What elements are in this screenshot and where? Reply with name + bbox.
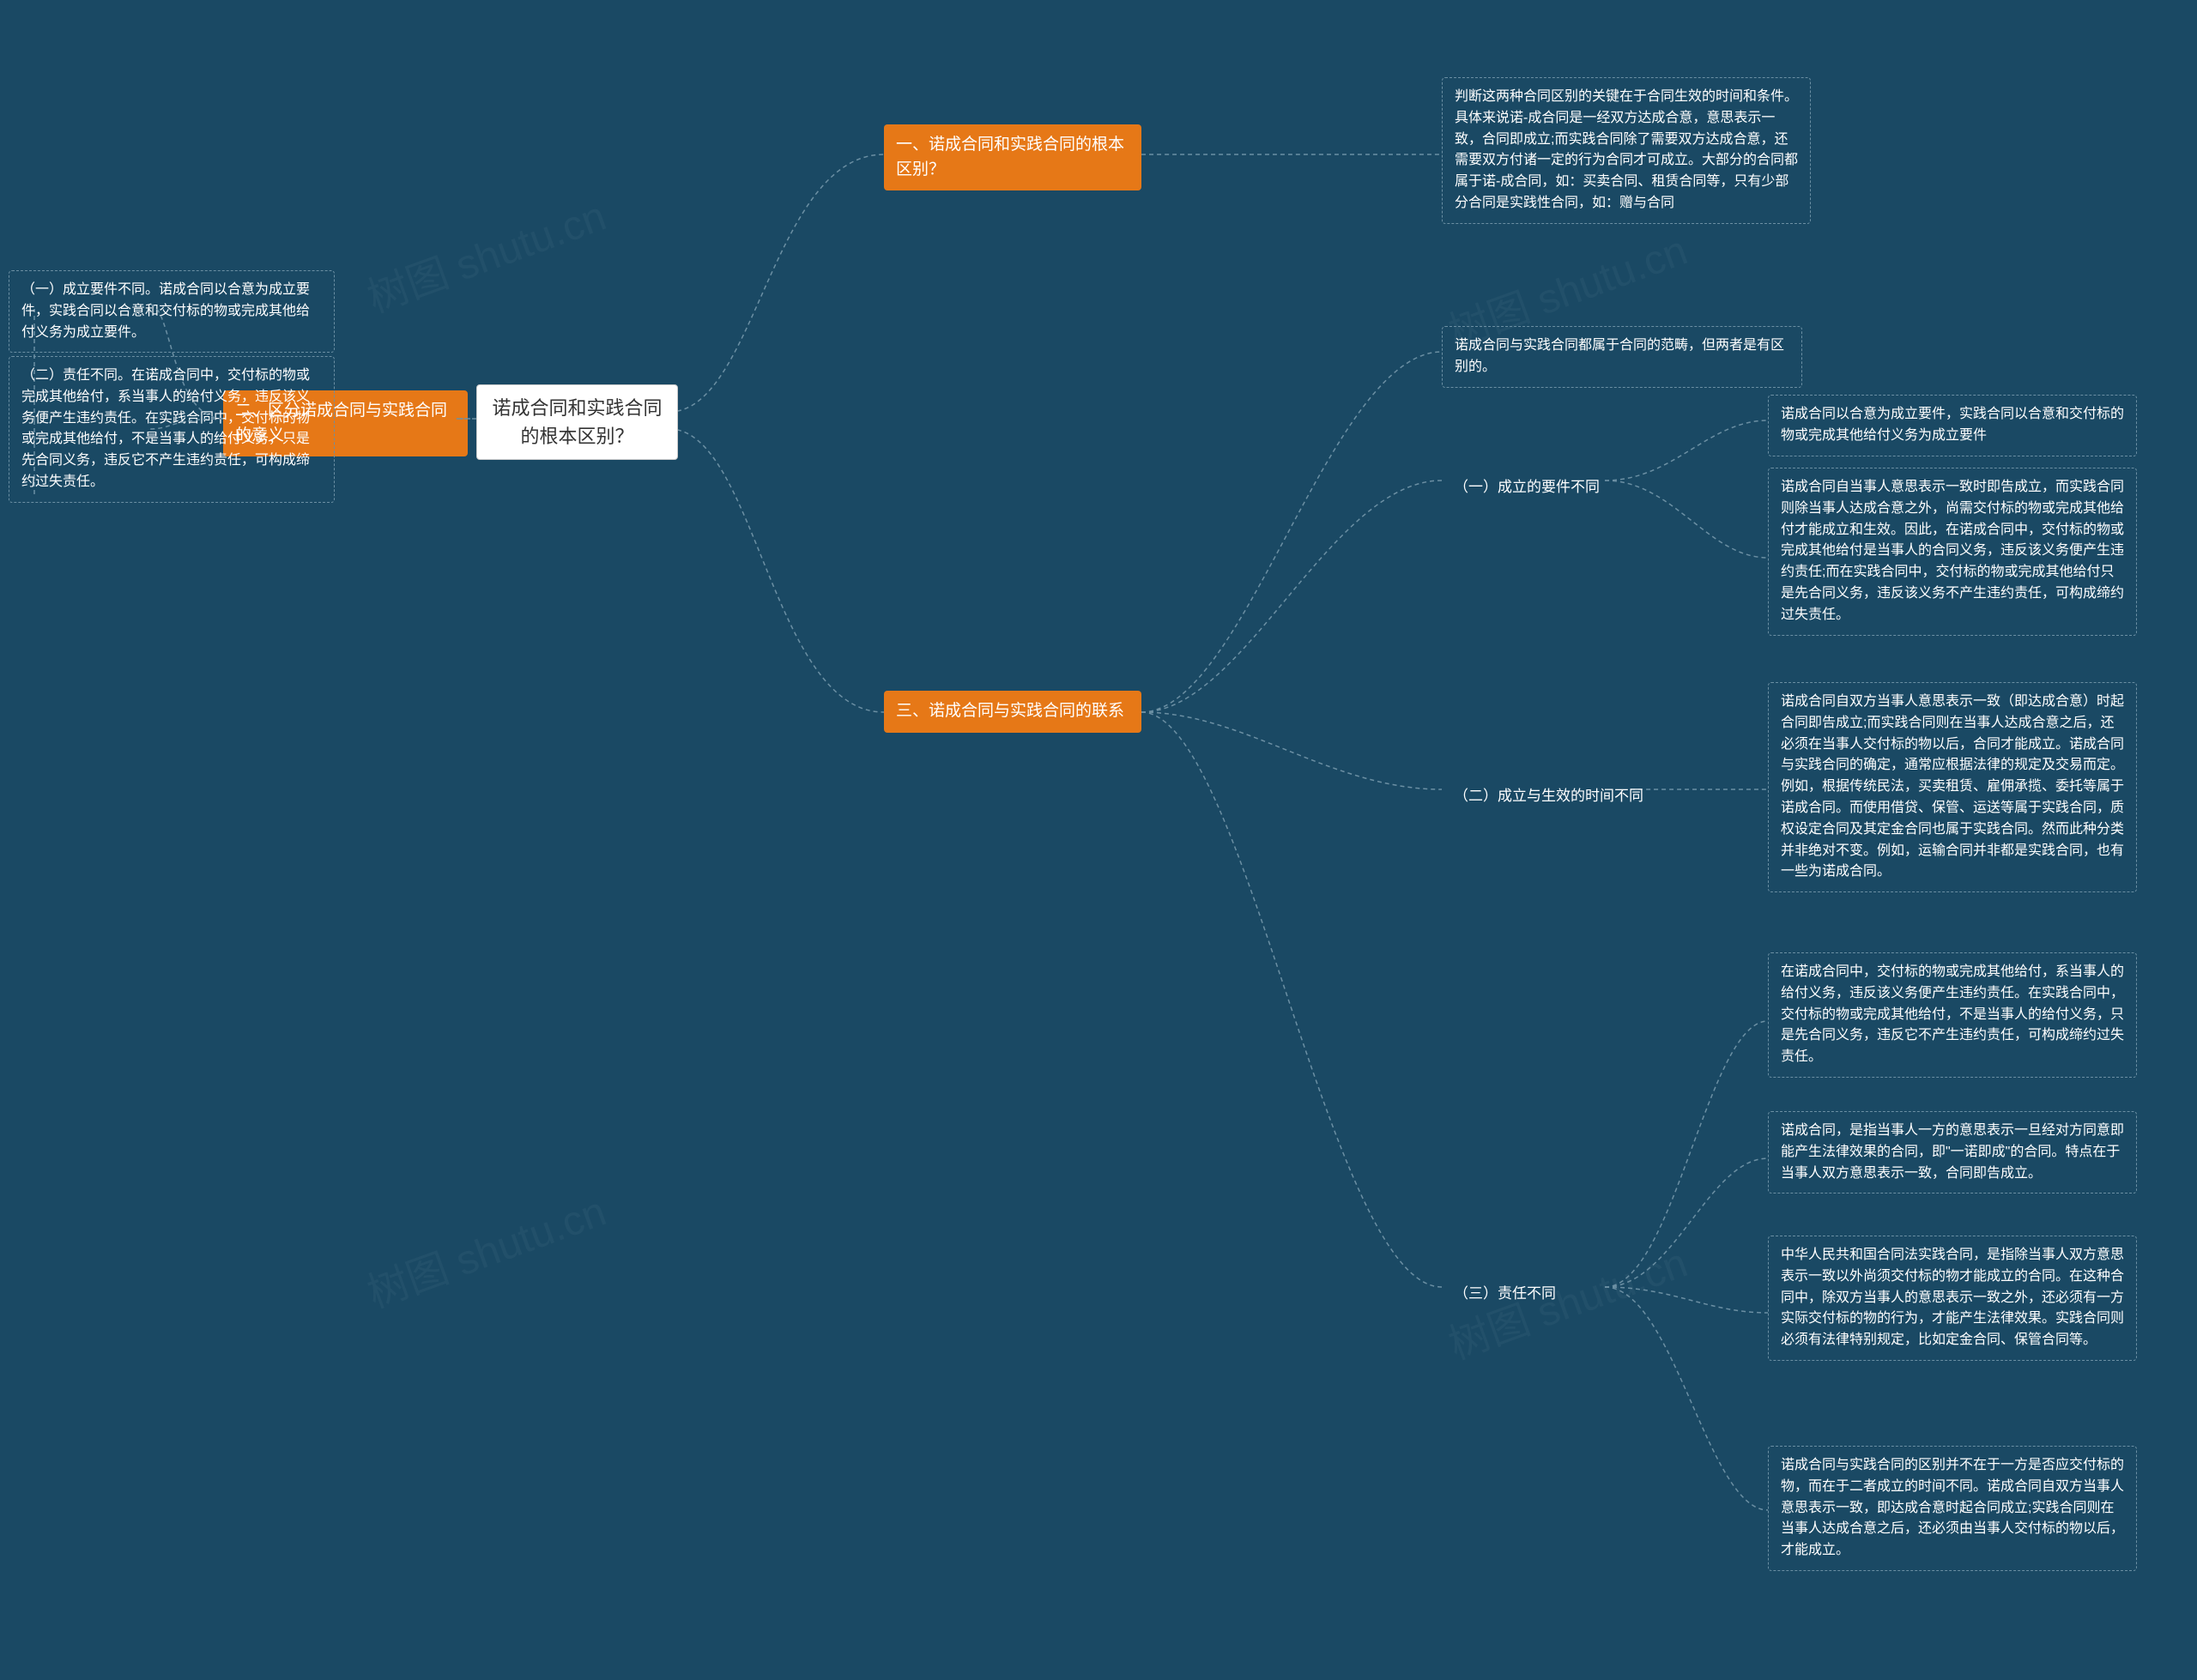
left-leaf-1: （一）成立要件不同。诺成合同以合意为成立要件，实践合同以合意和交付标的物或完成其… xyxy=(9,270,335,353)
branch3-intro: 诺成合同与实践合同都属于合同的范畴，但两者是有区别的。 xyxy=(1442,326,1802,388)
sub-s2[interactable]: （二）成立与生效的时间不同 xyxy=(1442,777,1655,816)
sub-s1[interactable]: （一）成立的要件不同 xyxy=(1442,468,1612,507)
s3-leaf-1: 在诺成合同中，交付标的物或完成其他给付，系当事人的给付义务，违反该义务便产生违约… xyxy=(1768,952,2137,1078)
watermark: 树图 shutu.cn xyxy=(358,182,613,323)
branch-1-leaf: 判断这两种合同区别的关键在于合同生效的时间和条件。具体来说诺-成合同是一经双方达… xyxy=(1442,77,1811,224)
s1-leaf-2: 诺成合同自当事人意思表示一致时即告成立，而实践合同则除当事人达成合意之外，尚需交… xyxy=(1768,468,2137,636)
branch-3[interactable]: 三、诺成合同与实践合同的联系 xyxy=(884,691,1141,733)
sub-s3[interactable]: （三）责任不同 xyxy=(1442,1274,1568,1314)
s1-leaf-1: 诺成合同以合意为成立要件，实践合同以合意和交付标的物或完成其他给付义务为成立要件 xyxy=(1768,395,2137,456)
branch-1[interactable]: 一、诺成合同和实践合同的根本区别？ xyxy=(884,124,1141,190)
watermark: 树图 shutu.cn xyxy=(358,1177,613,1319)
s3-leaf-4: 诺成合同与实践合同的区别并不在于一方是否应交付标的物，而在于二者成立的时间不同。… xyxy=(1768,1446,2137,1571)
s3-leaf-3: 中华人民共和国合同法实践合同，是指除当事人双方意思表示一致以外尚须交付标的物才能… xyxy=(1768,1236,2137,1361)
s2-leaf: 诺成合同自双方当事人意思表示一致（即达成合意）时起合同即告成立;而实践合同则在当… xyxy=(1768,682,2137,892)
left-leaf-2: （二）责任不同。在诺成合同中，交付标的物或完成其他给付，系当事人的给付义务，违反… xyxy=(9,356,335,503)
root-node[interactable]: 诺成合同和实践合同的根本区别？ xyxy=(476,384,678,460)
s3-leaf-2: 诺成合同，是指当事人一方的意思表示一旦经对方同意即能产生法律效果的合同，即"一诺… xyxy=(1768,1111,2137,1194)
